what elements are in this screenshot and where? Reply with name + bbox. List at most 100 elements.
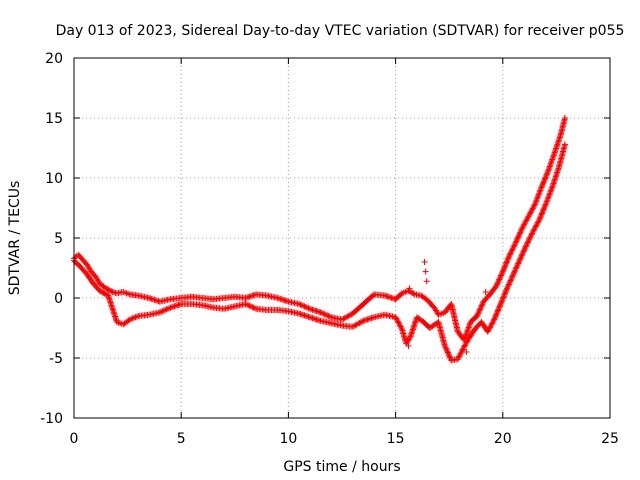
data-point — [518, 252, 525, 259]
data-point — [423, 278, 430, 285]
data-point — [505, 282, 512, 289]
data-point — [297, 301, 304, 308]
data-point — [504, 258, 511, 265]
data-point — [502, 262, 509, 269]
data-point — [489, 320, 496, 327]
data-point — [506, 251, 513, 258]
data-point — [324, 312, 331, 319]
data-point — [542, 174, 549, 181]
data-point — [536, 215, 543, 222]
data-point — [493, 281, 500, 288]
data-point — [527, 234, 534, 241]
y-axis-label: SDTVAR / TECUs — [7, 181, 23, 296]
data-point — [247, 303, 254, 310]
data-point — [441, 343, 448, 349]
data-point — [519, 225, 526, 232]
data-point — [536, 217, 543, 223]
data-point — [514, 261, 521, 268]
data-point — [409, 289, 416, 296]
data-point — [442, 344, 449, 351]
data-point — [542, 201, 549, 208]
data-point — [456, 353, 463, 360]
data-point — [503, 260, 510, 267]
data-point — [516, 231, 523, 238]
data-point — [478, 302, 485, 309]
data-point — [546, 190, 553, 197]
data-point — [543, 198, 550, 205]
data-point — [504, 256, 511, 263]
grid-lines — [74, 58, 610, 418]
data-point — [511, 268, 518, 275]
data-point — [405, 343, 412, 349]
data-point — [479, 301, 486, 308]
data-point — [526, 235, 533, 242]
data-point — [528, 208, 535, 215]
data-point — [499, 269, 506, 276]
data-point — [507, 250, 514, 257]
data-point — [494, 308, 501, 315]
x-tick-label: 25 — [601, 431, 619, 447]
data-point — [410, 290, 417, 297]
data-point — [458, 349, 465, 356]
data-point — [515, 259, 522, 266]
data-point — [561, 115, 568, 121]
data-point — [543, 200, 550, 206]
data-point — [522, 218, 529, 225]
data-point — [296, 301, 303, 307]
data-point — [538, 184, 545, 191]
data-point — [516, 257, 523, 264]
data-point — [518, 226, 525, 233]
data-point — [512, 239, 519, 246]
data-point — [475, 310, 482, 317]
data-point — [496, 303, 503, 310]
data-point — [514, 263, 521, 270]
data-point — [525, 236, 532, 243]
data-point — [492, 312, 499, 319]
data-point — [535, 193, 542, 199]
data-point — [302, 304, 309, 310]
data-point — [498, 298, 505, 305]
data-point — [505, 254, 512, 261]
data-point — [542, 175, 549, 182]
data-point — [476, 307, 483, 314]
data-point — [529, 230, 536, 237]
data-point — [131, 314, 138, 321]
plot-frame — [73, 57, 611, 419]
data-point — [505, 281, 512, 288]
data-point — [498, 272, 505, 279]
data-point — [527, 209, 534, 216]
data-point — [514, 235, 521, 242]
data-point — [545, 193, 552, 199]
data-point — [133, 313, 140, 320]
data-point — [250, 304, 257, 311]
data-point — [548, 187, 555, 194]
data-point — [515, 233, 522, 240]
data-point — [535, 191, 542, 198]
data-point — [507, 277, 514, 284]
data-point — [538, 210, 545, 217]
data-point — [538, 183, 545, 190]
data-point — [539, 209, 546, 216]
data-point — [529, 206, 536, 213]
data-point — [159, 308, 166, 315]
data-point — [461, 343, 468, 350]
data-point — [508, 274, 515, 281]
data-point — [359, 318, 366, 325]
data-point — [531, 202, 538, 209]
x-axis-label: GPS time / hours — [283, 459, 400, 475]
data-point — [524, 214, 531, 221]
data-point — [524, 240, 531, 247]
data-point — [166, 305, 173, 312]
x-tick-label: 20 — [494, 431, 512, 447]
data-point — [459, 346, 466, 353]
data-point — [512, 267, 519, 274]
data-point — [535, 218, 542, 225]
data-point — [397, 323, 404, 330]
data-point — [531, 226, 538, 233]
data-point — [539, 182, 546, 188]
data-point — [298, 302, 305, 309]
data-point — [460, 345, 467, 352]
data-point — [517, 255, 524, 262]
data-point — [510, 243, 517, 250]
data-point — [537, 186, 544, 192]
